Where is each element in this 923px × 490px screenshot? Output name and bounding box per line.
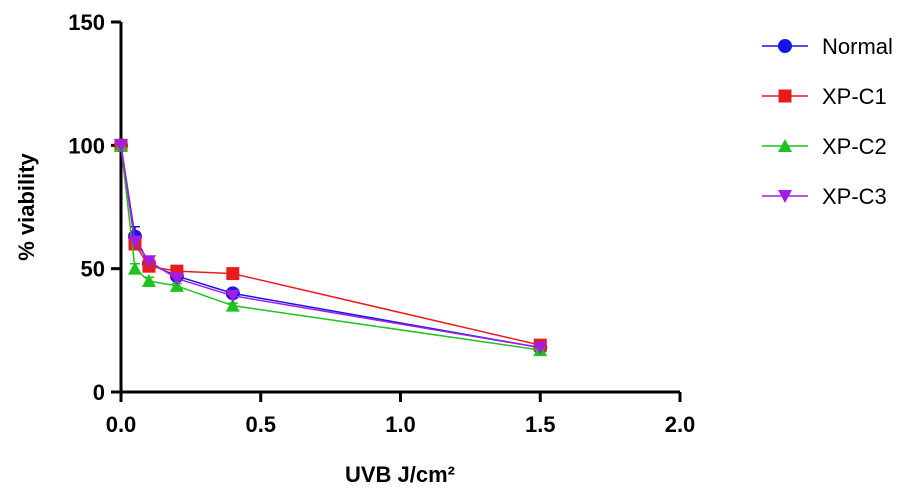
series-line <box>120 145 541 351</box>
legend-label: XP-C3 <box>822 184 887 209</box>
series-xp-c3 <box>114 139 548 355</box>
tick-group: 0.0 0.5 1.0 1.5 2.0 0 50 100 150 <box>68 10 695 437</box>
data-point <box>226 267 240 281</box>
x-tick-label: 0.0 <box>106 412 137 437</box>
data-point <box>127 235 142 249</box>
series-line <box>120 145 541 349</box>
legend-marker <box>778 139 792 152</box>
series-normal <box>114 138 548 355</box>
legend-item: Normal <box>762 34 893 59</box>
legend-label: XP-C2 <box>822 134 887 159</box>
x-tick-label: 0.5 <box>245 412 276 437</box>
series-xp-c2 <box>114 138 548 357</box>
data-point <box>533 341 548 355</box>
data-point <box>127 261 142 275</box>
series-layer <box>114 138 548 357</box>
x-tick-label: 2.0 <box>665 412 696 437</box>
y-tick-label: 100 <box>68 133 105 158</box>
data-point <box>141 255 156 269</box>
x-axis-title: UVB J/cm² <box>345 462 455 487</box>
legend-label: XP-C1 <box>822 84 887 109</box>
series-line <box>120 145 541 349</box>
legend-item: XP-C2 <box>762 134 887 159</box>
legend: Normal XP-C1 XP-C2 XP-C3 <box>762 34 893 209</box>
legend-item: XP-C3 <box>762 184 887 209</box>
y-tick-label: 50 <box>81 257 105 282</box>
data-point <box>225 289 240 303</box>
data-point <box>169 272 184 286</box>
data-point <box>141 274 156 287</box>
legend-marker <box>778 190 792 203</box>
data-point <box>225 298 240 312</box>
y-axis-title: % viability <box>14 152 39 260</box>
series-line <box>120 145 541 346</box>
y-tick-label: 150 <box>68 10 105 35</box>
legend-marker <box>778 89 792 103</box>
legend-item: XP-C1 <box>762 84 887 109</box>
x-tick-label: 1.5 <box>525 412 556 437</box>
axes <box>119 22 680 394</box>
x-tick-label: 1.0 <box>385 412 416 437</box>
y-tick-label: 0 <box>93 380 105 405</box>
legend-marker <box>778 39 792 53</box>
data-point <box>114 139 128 153</box>
legend-label: Normal <box>822 34 893 59</box>
